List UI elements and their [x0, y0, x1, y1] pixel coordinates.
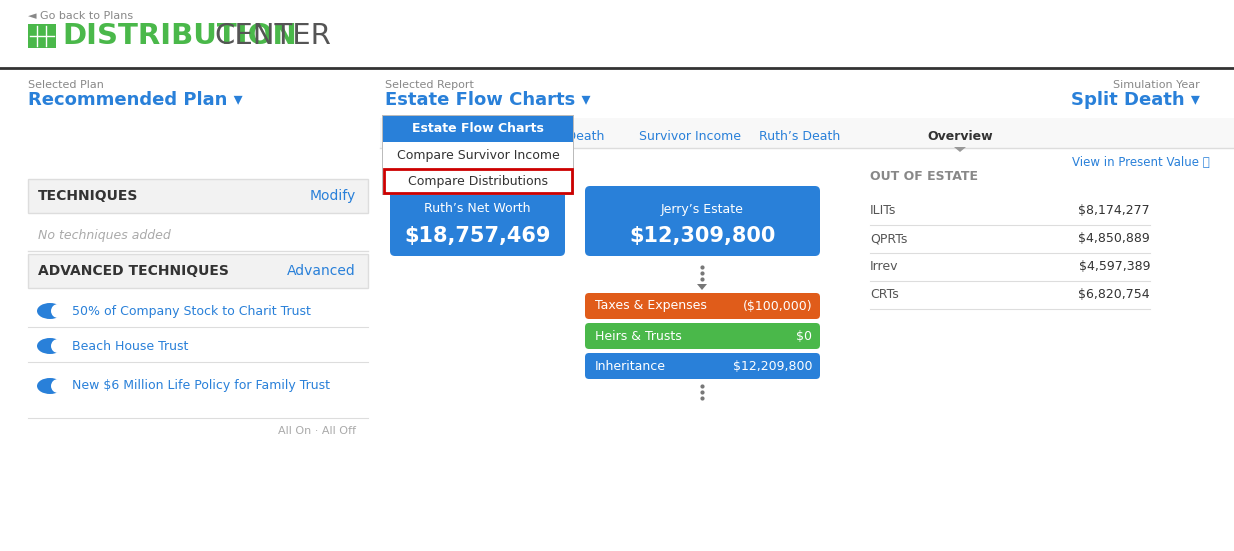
Text: Irrev: Irrev: [870, 261, 898, 273]
Ellipse shape: [37, 378, 63, 394]
Text: $8,174,277: $8,174,277: [1079, 204, 1150, 218]
Text: QPRTs: QPRTs: [870, 233, 907, 246]
Text: Taxes & Expenses: Taxes & Expenses: [595, 300, 707, 312]
FancyBboxPatch shape: [585, 353, 821, 379]
Bar: [28, 179, 368, 213]
Text: Selected Report: Selected Report: [385, 80, 474, 90]
Text: $4,597,389: $4,597,389: [1079, 261, 1150, 273]
Text: Ruth’s Net Worth: Ruth’s Net Worth: [424, 203, 531, 215]
Text: Selected Plan: Selected Plan: [28, 80, 104, 90]
Text: ($100,000): ($100,000): [743, 300, 812, 312]
Text: CRTs: CRTs: [870, 289, 898, 301]
Text: ILITs: ILITs: [870, 204, 896, 218]
Bar: [383, 168, 573, 194]
Bar: [383, 116, 573, 142]
Text: DISTRIBUTION: DISTRIBUTION: [62, 22, 296, 50]
Text: $0: $0: [796, 329, 812, 343]
Text: Estate Flow Charts ▾: Estate Flow Charts ▾: [385, 91, 591, 109]
Text: Estate Flow Charts: Estate Flow Charts: [412, 122, 544, 136]
Text: Compare Distributions: Compare Distributions: [408, 175, 548, 187]
Bar: [384, 169, 573, 193]
Circle shape: [51, 304, 65, 318]
Text: $4,850,889: $4,850,889: [1079, 233, 1150, 246]
Text: ◄ Go back to Plans: ◄ Go back to Plans: [28, 11, 133, 21]
Ellipse shape: [37, 338, 63, 354]
Bar: [380, 118, 1234, 148]
Text: ADVANCED TECHNIQUES: ADVANCED TECHNIQUES: [38, 264, 228, 278]
FancyBboxPatch shape: [390, 186, 565, 256]
Text: TECHNIQUES: TECHNIQUES: [38, 189, 138, 203]
Bar: [28, 24, 56, 48]
Text: All On · All Off: All On · All Off: [278, 426, 355, 436]
Circle shape: [51, 339, 65, 353]
FancyBboxPatch shape: [585, 293, 821, 319]
Text: $18,757,469: $18,757,469: [405, 226, 550, 246]
Text: $12,309,800: $12,309,800: [629, 226, 776, 246]
FancyBboxPatch shape: [585, 323, 821, 349]
Text: Recommended Plan ▾: Recommended Plan ▾: [28, 91, 243, 109]
Text: No techniques added: No techniques added: [38, 230, 170, 242]
Text: Beach House Trust: Beach House Trust: [72, 339, 189, 353]
Text: CENTER: CENTER: [213, 22, 331, 50]
Text: $12,209,800: $12,209,800: [733, 359, 812, 372]
Text: Advanced: Advanced: [288, 264, 355, 278]
Text: Split Death ▾: Split Death ▾: [1071, 91, 1199, 109]
Text: Survivor Income: Survivor Income: [639, 129, 740, 143]
Text: Heirs & Trusts: Heirs & Trusts: [595, 329, 681, 343]
Text: s Death: s Death: [555, 129, 605, 143]
Polygon shape: [954, 147, 966, 152]
Bar: [28, 254, 368, 288]
Bar: [383, 115, 574, 195]
Text: $6,820,754: $6,820,754: [1079, 289, 1150, 301]
Text: New $6 Million Life Policy for Family Trust: New $6 Million Life Policy for Family Tr…: [72, 380, 329, 392]
Bar: [383, 142, 573, 168]
Text: Jerry’s Estate: Jerry’s Estate: [661, 203, 744, 215]
Text: Compare Survivor Income: Compare Survivor Income: [396, 149, 559, 161]
Text: IN ESTATE: IN ESTATE: [390, 170, 460, 182]
Text: Ruth’s Death: Ruth’s Death: [759, 129, 840, 143]
Text: OUT OF ESTATE: OUT OF ESTATE: [870, 170, 979, 182]
Text: Overview: Overview: [927, 129, 993, 143]
Text: Inheritance: Inheritance: [595, 359, 666, 372]
Text: View in Present Value ⓘ: View in Present Value ⓘ: [1072, 156, 1211, 170]
Text: Simulation Year: Simulation Year: [1113, 80, 1199, 90]
Polygon shape: [697, 284, 707, 290]
Text: 50% of Company Stock to Charit Trust: 50% of Company Stock to Charit Trust: [72, 305, 311, 317]
Circle shape: [51, 379, 65, 393]
Ellipse shape: [37, 303, 63, 319]
FancyBboxPatch shape: [585, 186, 821, 256]
Text: Modify: Modify: [310, 189, 355, 203]
